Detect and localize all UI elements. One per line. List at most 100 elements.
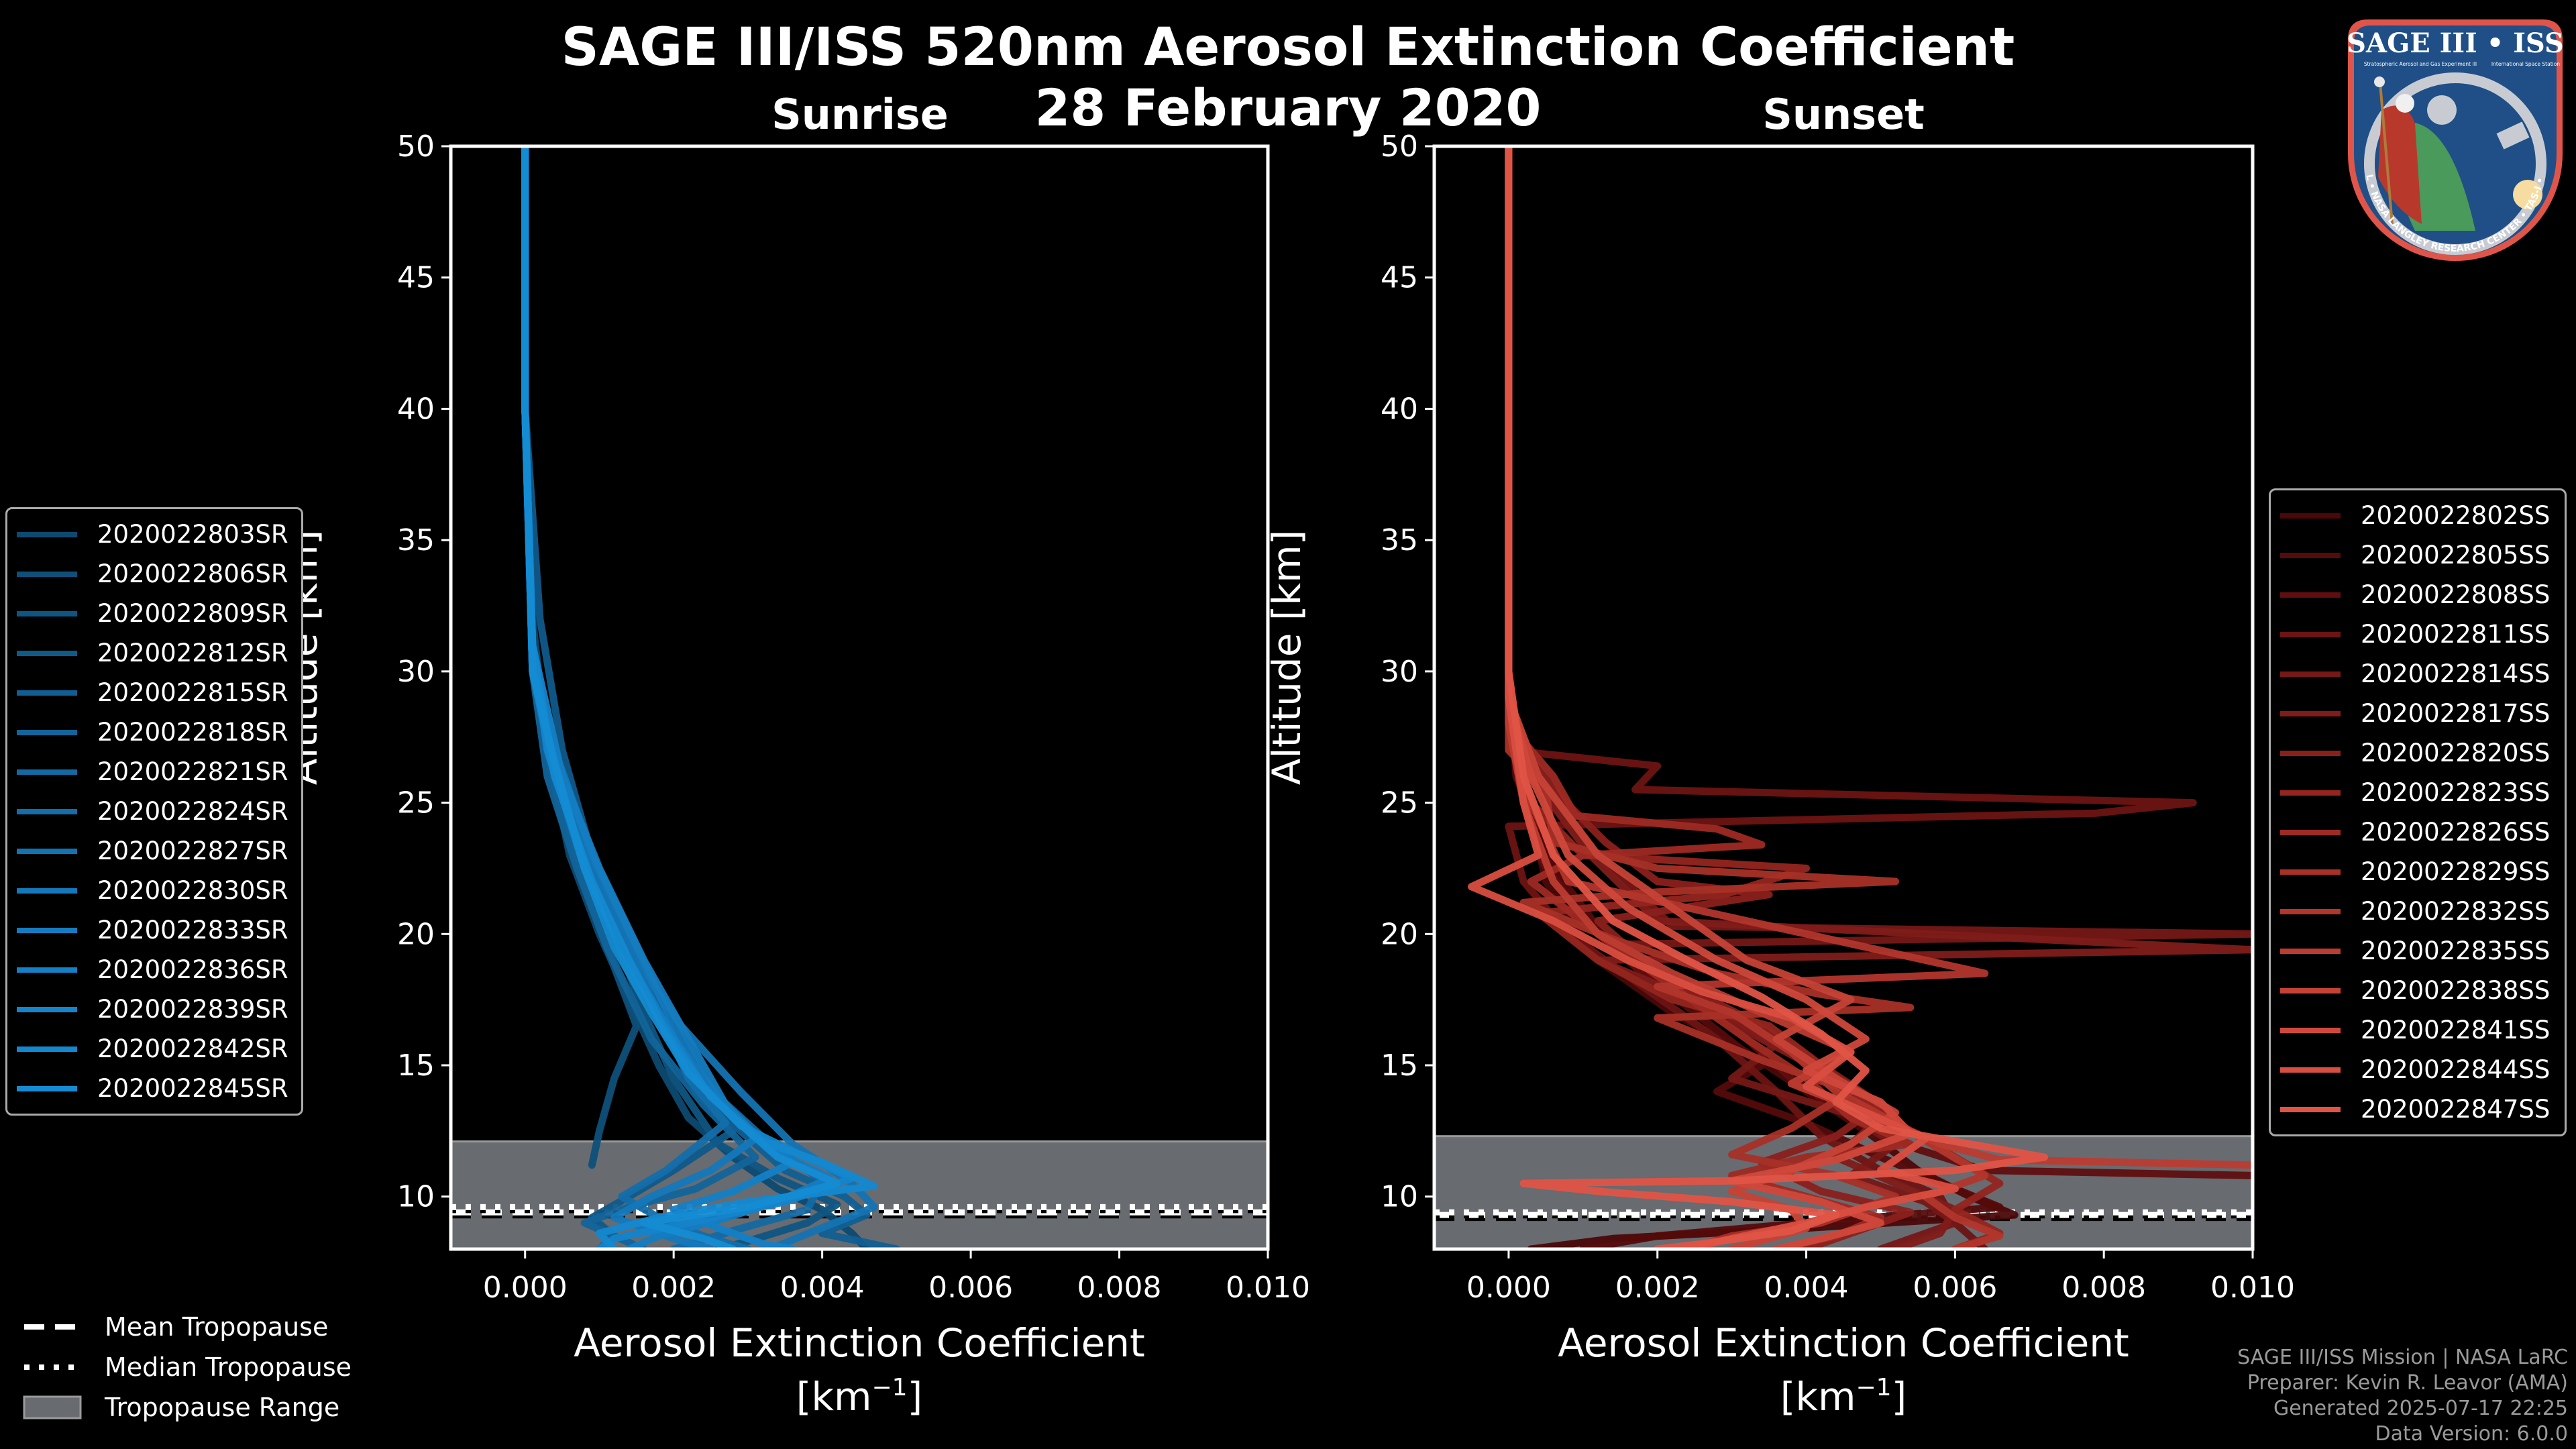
legend-label: 2020022830SR xyxy=(97,876,288,905)
legend-tropopause-range: Tropopause Range xyxy=(23,1387,352,1428)
legend-item-2020022820SS: 2020022820SS xyxy=(2280,733,2555,773)
y-tick-label: 30 xyxy=(1381,655,1418,689)
legend-label: 2020022839SR xyxy=(97,995,288,1024)
legend-label: 2020022845SR xyxy=(97,1074,288,1103)
legend-label: 2020022838SS xyxy=(2361,976,2551,1005)
legend-label: 2020022818SR xyxy=(97,718,288,747)
legend-item-2020022832SS: 2020022832SS xyxy=(2280,892,2555,931)
sunset-chart: 0.000 0.002 0.004 0.006 0.008 0.010 10 15 20 25 30… xyxy=(1264,129,2295,1419)
median-tropopause-label: Median Tropopause xyxy=(105,1352,352,1382)
plot-frame xyxy=(1432,144,2255,1251)
legend-item-2020022824SR: 2020022824SR xyxy=(17,792,292,831)
legend-label: 2020022832SS xyxy=(2361,897,2551,926)
logo-iss xyxy=(2496,121,2530,150)
legend-mean-tropopause: Mean Tropopause xyxy=(23,1307,352,1347)
date-subtitle: 28 February 2020 xyxy=(1034,78,1542,138)
range-swatch-icon xyxy=(23,1395,82,1419)
legend-swatch-icon xyxy=(2280,552,2341,558)
legend-item-2020022823SS: 2020022823SS xyxy=(2280,773,2555,812)
legend-item-2020022827SR: 2020022827SR xyxy=(17,831,292,871)
legend-item-2020022845SR: 2020022845SR xyxy=(17,1069,292,1108)
x-tick-label: 0.000 xyxy=(1466,1271,1551,1305)
legend-item-2020022842SR: 2020022842SR xyxy=(17,1029,292,1069)
y-tick-label: 10 xyxy=(1381,1180,1418,1214)
y-tick-label: 10 xyxy=(397,1180,435,1214)
legend-item-2020022821SR: 2020022821SR xyxy=(17,752,292,792)
y-tick-label: 20 xyxy=(1381,917,1418,951)
logo-subtitle-left: Stratospheric Aerosol and Gas Experiment… xyxy=(2364,61,2477,67)
legend-item-2020022817SS: 2020022817SS xyxy=(2280,694,2555,733)
legend-item-2020022836SR: 2020022836SR xyxy=(17,950,292,989)
credits-generated: Generated 2025-07-17 22:25 xyxy=(2273,1397,2568,1420)
legend-label: 2020022842SR xyxy=(97,1034,288,1063)
profiles-group xyxy=(1468,146,2253,1249)
legend-label: 2020022809SR xyxy=(97,599,288,628)
sage-iii-iss-mission-patch-logo: SAGE III • ISS Stratospheric Aerosol and… xyxy=(2341,9,2564,261)
legend-label: 2020022827SR xyxy=(97,837,288,865)
dotted-line-icon xyxy=(24,1364,82,1370)
legend-label: 2020022829SS xyxy=(2361,857,2551,886)
legend-swatch-icon xyxy=(2280,987,2341,994)
legend-label: 2020022803SR xyxy=(97,520,288,549)
legend-item-2020022844SS: 2020022844SS xyxy=(2280,1050,2555,1089)
y-tick-label: 50 xyxy=(1381,129,1418,164)
legend-label: 2020022823SS xyxy=(2361,778,2551,807)
legend-item-2020022815SR: 2020022815SR xyxy=(17,673,292,712)
x-tick-label: 0.008 xyxy=(2061,1271,2146,1305)
x-tick-label: 0.006 xyxy=(928,1271,1013,1305)
sunset-legend: 2020022802SS 2020022805SS 2020022808SS 2020… xyxy=(2269,488,2567,1136)
tropopause-legend: Mean Tropopause Median Tropopause Tropop… xyxy=(23,1307,352,1428)
y-tick-label: 15 xyxy=(397,1049,435,1083)
logo-moon xyxy=(2427,95,2457,125)
plot-area xyxy=(1434,146,2253,1249)
mean-tropopause-label: Mean Tropopause xyxy=(105,1312,329,1342)
sunrise-panel-title: Sunrise xyxy=(771,90,949,139)
x-tick-label: 0.002 xyxy=(1615,1271,1700,1305)
legend-item-2020022838SS: 2020022838SS xyxy=(2280,971,2555,1010)
legend-item-2020022802SS: 2020022802SS xyxy=(2280,496,2555,535)
profile-line-2020022847SS xyxy=(1505,146,2048,1249)
legend-label: 2020022806SR xyxy=(97,559,288,588)
legend-swatch-icon xyxy=(17,808,77,814)
y-tick-label: 30 xyxy=(397,655,435,689)
x-axis-units: [km−1] xyxy=(1780,1374,1907,1419)
legend-item-2020022814SS: 2020022814SS xyxy=(2280,654,2555,694)
legend-label: 2020022824SR xyxy=(97,797,288,826)
profile-line-2020022844SS xyxy=(1468,146,1959,1249)
legend-item-2020022812SR: 2020022812SR xyxy=(17,633,292,673)
x-axis-label: Aerosol Extinction Coefficient xyxy=(1558,1320,2129,1366)
x-tick-label: 0.002 xyxy=(631,1271,716,1305)
x-axis-label: Aerosol Extinction Coefficient xyxy=(574,1320,1145,1366)
legend-swatch-icon xyxy=(2280,750,2341,756)
logo-subtitle-right: International Space Station xyxy=(2491,61,2560,67)
sunrise-legend: 2020022803SR 2020022806SR 2020022809SR 2020… xyxy=(5,507,303,1116)
x-tick-label: 0.004 xyxy=(1764,1271,1849,1305)
legend-item-2020022830SR: 2020022830SR xyxy=(17,871,292,910)
legend-item-2020022847SS: 2020022847SS xyxy=(2280,1089,2555,1129)
logo-sun xyxy=(2513,180,2542,209)
legend-swatch-icon xyxy=(2280,631,2341,637)
sunrise-chart: 0.000 0.002 0.004 0.006 0.008 0.010 10 15 20 25 30… xyxy=(280,129,1310,1419)
legend-item-2020022829SS: 2020022829SS xyxy=(2280,852,2555,892)
legend-swatch-icon xyxy=(17,531,77,537)
legend-swatch-icon xyxy=(2280,948,2341,954)
x-tick-label: 0.006 xyxy=(1913,1271,1997,1305)
legend-item-2020022809SR: 2020022809SR xyxy=(17,594,292,633)
plot-area xyxy=(451,146,1268,1249)
y-axis-label: Altitude [km] xyxy=(1264,530,1309,785)
y-tick-label: 15 xyxy=(1381,1049,1418,1083)
dashed-line-icon xyxy=(24,1324,82,1330)
y-tick-label: 20 xyxy=(397,917,435,951)
legend-item-2020022826SS: 2020022826SS xyxy=(2280,812,2555,852)
y-tick-label: 25 xyxy=(1381,786,1418,820)
legend-swatch-icon xyxy=(17,1085,77,1091)
legend-swatch-icon xyxy=(17,848,77,854)
legend-swatch-icon xyxy=(17,690,77,696)
legend-swatch-icon xyxy=(2280,592,2341,598)
legend-swatch-icon xyxy=(2280,908,2341,914)
x-tick-label: 0.008 xyxy=(1077,1271,1162,1305)
x-tick-label: 0.010 xyxy=(1226,1271,1310,1305)
legend-swatch-icon xyxy=(2280,829,2341,835)
credits-block: SAGE III/ISS Mission | NASA LaRC Prepare… xyxy=(2237,1345,2568,1447)
legend-label: 2020022802SS xyxy=(2361,501,2551,530)
